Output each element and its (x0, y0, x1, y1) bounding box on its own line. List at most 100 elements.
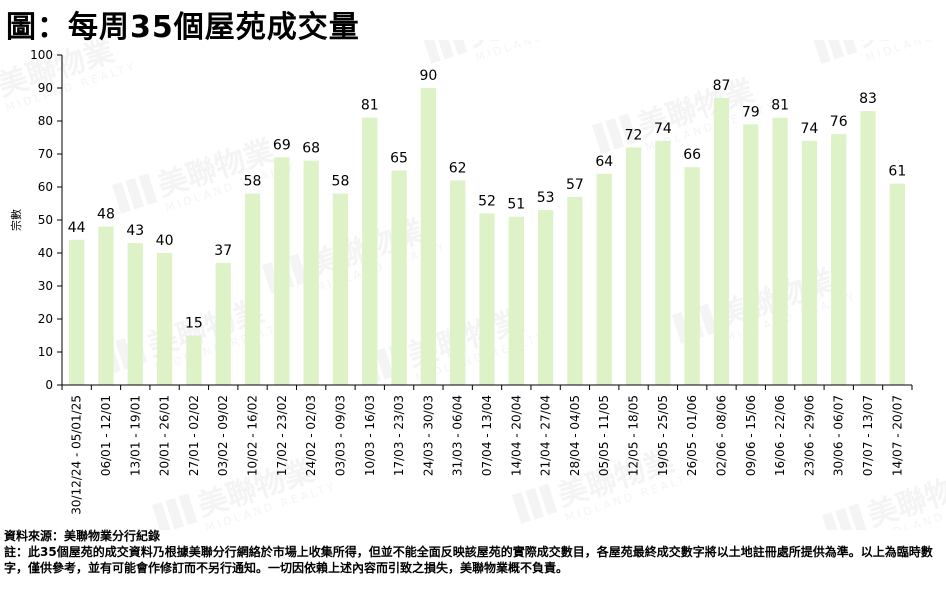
x-tick-label: 31/03 - 06/04 (451, 395, 465, 476)
x-tick-label: 23/06 - 29/06 (802, 395, 816, 476)
bar (362, 117, 378, 385)
x-tick-label: 17/02 - 23/02 (275, 395, 289, 476)
bar (655, 140, 671, 385)
data-label: 53 (537, 190, 555, 206)
x-tick-label: 09/06 - 15/06 (744, 395, 758, 476)
watermark-bar (698, 303, 718, 336)
y-tick-label: 70 (38, 147, 53, 161)
bar (156, 253, 173, 385)
data-label: 66 (683, 147, 701, 163)
data-label: 43 (126, 223, 144, 239)
data-label: 62 (449, 160, 467, 176)
x-tick-label: 30/06 - 06/07 (832, 395, 846, 476)
watermark-bar (448, 40, 468, 56)
bar (420, 88, 436, 385)
watermark-bar (111, 182, 131, 214)
watermark-bar (375, 347, 395, 380)
watermark-bar (138, 173, 158, 206)
bar (127, 243, 143, 385)
footer-notes: 資料來源：美聯物業分行紀錄 註：此35個屋苑的成交資料乃根據美聯分行網絡於市場上… (4, 528, 942, 576)
watermark-bar (511, 492, 531, 524)
x-tick-label: 21/04 - 27/04 (539, 395, 553, 476)
data-label: 58 (244, 174, 262, 190)
watermark-bar (811, 40, 831, 64)
watermark-bar (178, 493, 198, 526)
x-tick-label: 03/03 - 09/03 (333, 395, 347, 476)
x-tick-label: 28/04 - 04/05 (568, 395, 582, 476)
data-label: 51 (507, 197, 525, 213)
bar (596, 173, 612, 385)
bar (625, 147, 642, 385)
bar (215, 262, 231, 385)
data-label: 69 (273, 137, 291, 153)
watermark-bar (821, 512, 841, 530)
x-tick-label: 05/05 - 11/05 (597, 395, 611, 476)
disclaimer-note: 註：此35個屋苑的成交資料乃根據美聯分行網絡於市場上收集所得，但並不能全面反映該… (4, 545, 933, 575)
chart-title: 圖：每周35個屋苑成交量 (6, 10, 360, 45)
watermark-bar (435, 40, 455, 60)
bar (508, 216, 524, 385)
watermark-bar (825, 40, 845, 60)
data-label: 81 (771, 98, 789, 114)
bar (831, 134, 847, 385)
x-tick-label: 06/01 - 12/01 (99, 395, 113, 476)
bar (567, 196, 583, 385)
data-label: 81 (361, 98, 379, 114)
watermark-bar (838, 40, 858, 56)
data-label: 15 (185, 316, 203, 332)
data-label: 79 (742, 104, 760, 120)
x-axis: 30/12/24 - 05/01/25 06/01 - 12/01 13/01 - … (61, 384, 913, 515)
watermark-bar (591, 122, 611, 154)
y-tick-label: 0 (45, 378, 53, 392)
watermark-bar (421, 40, 441, 64)
y-tick-label: 100 (30, 48, 53, 62)
x-tick-label: 14/07 - 20/07 (890, 395, 904, 476)
data-label: 64 (595, 154, 613, 170)
data-labels: 44 48 43 40 15 37 58 69 68 58 81 65 90 62 52 51 53 57 64 72… (68, 68, 907, 332)
bar (479, 213, 495, 385)
bar (538, 210, 554, 385)
y-tick-label: 40 (38, 246, 53, 260)
data-label: 48 (97, 207, 115, 223)
x-tick-label: 12/05 - 18/05 (627, 395, 641, 476)
bar (801, 140, 818, 385)
watermark-bar (848, 503, 868, 530)
data-label: 52 (478, 193, 496, 209)
watermark-bar (151, 502, 171, 530)
data-label: 44 (68, 220, 86, 236)
watermark-bar (525, 487, 545, 520)
bar (98, 226, 114, 385)
bar (69, 239, 85, 385)
watermark-bar (165, 497, 185, 530)
bar (332, 193, 349, 385)
data-label: 90 (419, 68, 437, 84)
bar (303, 160, 319, 385)
watermark-bar (288, 253, 308, 286)
y-axis-label: 宗數 (9, 209, 23, 231)
bar (450, 180, 466, 385)
x-tick-label: 16/06 - 22/06 (773, 395, 787, 476)
x-tick-label: 26/05 - 01/06 (685, 395, 699, 476)
watermark-bar (835, 507, 855, 530)
data-label: 72 (625, 127, 643, 143)
bar (684, 167, 700, 385)
y-tick-label: 90 (38, 81, 53, 95)
y-tick-label: 60 (38, 180, 53, 194)
bar (186, 335, 202, 385)
data-label: 40 (156, 233, 174, 249)
y-axis: 0 10 20 30 40 50 60 70 80 90 100 宗數 (9, 48, 63, 392)
data-label: 37 (214, 243, 232, 259)
data-label: 57 (566, 177, 584, 193)
bar (889, 183, 905, 385)
x-tick-label: 13/01 - 19/01 (128, 395, 142, 476)
data-label: 68 (302, 141, 320, 157)
data-label: 76 (830, 114, 848, 130)
bar (244, 193, 261, 385)
watermark-bar (605, 117, 625, 150)
data-label: 74 (654, 121, 672, 137)
source-note: 資料來源：美聯物業分行紀錄 (4, 529, 161, 543)
watermark-bar (125, 177, 145, 210)
